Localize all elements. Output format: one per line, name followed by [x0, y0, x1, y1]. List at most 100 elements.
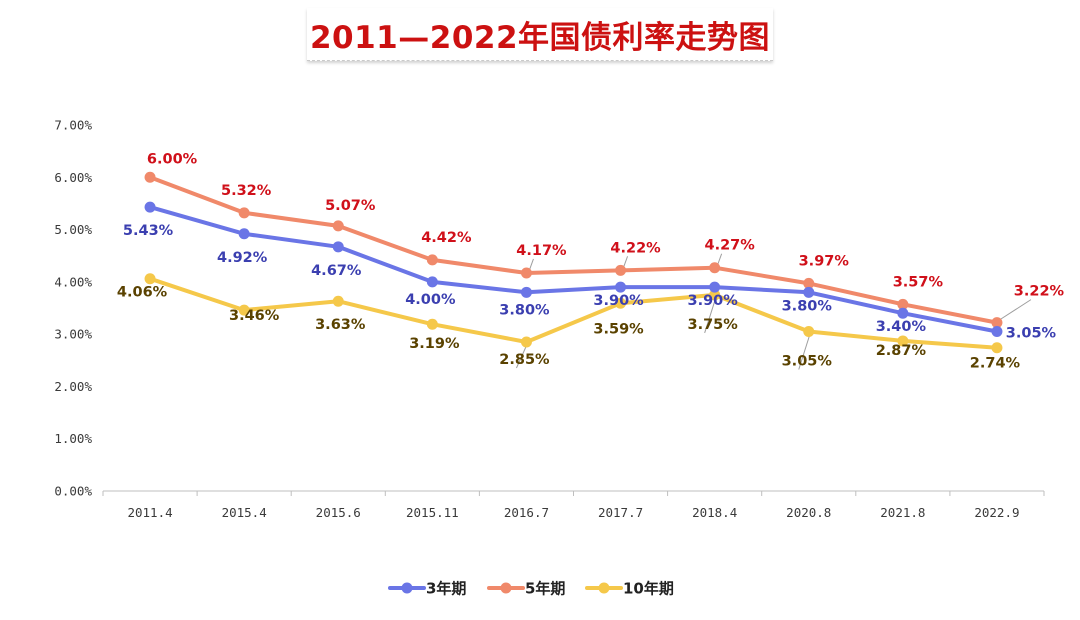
series-line [148, 175, 999, 325]
x-tick-label: 2018.4 [692, 505, 737, 520]
data-point [144, 171, 156, 183]
data-point [520, 267, 532, 279]
data-label: 3.75% [687, 317, 738, 333]
data-point [238, 228, 250, 240]
data-point [991, 326, 1003, 338]
data-point [615, 264, 627, 276]
label-leader-line [999, 299, 1032, 321]
label-leader-line [528, 258, 534, 271]
data-label: 4.42% [421, 230, 472, 246]
data-point [803, 277, 815, 289]
legend-swatch-marker [500, 582, 512, 594]
data-point [144, 273, 156, 285]
y-tick-label: 5.00% [54, 222, 92, 237]
data-label: 4.27% [704, 238, 755, 254]
x-tick-label: 2016.7 [504, 505, 549, 520]
label-leader-line [717, 253, 723, 265]
data-point [332, 220, 344, 232]
y-tick-label: 7.00% [54, 118, 92, 133]
data-point [426, 254, 438, 266]
title-area: 2011—2022年国债利率走势图 [0, 0, 1080, 70]
legend-label: 10年期 [623, 580, 674, 598]
data-label: 4.06% [117, 285, 168, 301]
series-line [148, 276, 999, 350]
data-label: 3.19% [409, 336, 460, 352]
data-label: 4.92% [217, 250, 268, 266]
data-label: 3.97% [799, 253, 850, 269]
data-point [238, 207, 250, 219]
data-point [238, 304, 250, 316]
chart-data-labels: 5.43% 4.92% 4.67% 4.00% 3.80% 3.90% 3.90% 3.80%… [117, 151, 1065, 371]
data-point [897, 298, 909, 310]
data-point [332, 241, 344, 253]
data-label: 5.43% [123, 223, 174, 239]
data-point [332, 295, 344, 307]
data-point [615, 281, 627, 293]
x-tick-label: 2015.11 [406, 505, 459, 520]
x-tick-label: 2015.6 [316, 505, 361, 520]
series-line [148, 205, 999, 334]
data-label: 6.00% [147, 151, 198, 167]
data-point [520, 286, 532, 298]
chart-series-points [144, 171, 1003, 354]
data-point [615, 297, 627, 309]
legend-label: 5年期 [525, 580, 565, 598]
data-label: 3.90% [593, 293, 644, 309]
data-label: 3.40% [876, 319, 927, 335]
label-leader-line [623, 256, 629, 268]
legend-label: 3年期 [426, 580, 466, 598]
data-point [426, 318, 438, 330]
data-point [709, 289, 721, 301]
y-tick-label: 6.00% [54, 170, 92, 185]
data-point [426, 276, 438, 288]
title-banner: 2011—2022年国债利率走势图 [307, 8, 773, 61]
data-label: 2.74% [970, 356, 1021, 372]
data-label: 3.05% [1006, 326, 1057, 342]
data-point [520, 336, 532, 348]
chart-title: 2011—2022年国债利率走势图 [309, 19, 771, 56]
data-label: 3.57% [893, 274, 944, 290]
data-point [897, 335, 909, 347]
data-label: 4.17% [516, 243, 567, 259]
y-tick-label: 2.00% [54, 379, 92, 394]
x-tick-label: 2015.4 [222, 505, 267, 520]
x-tick-label: 2021.8 [880, 505, 925, 520]
data-label: 3.22% [1014, 284, 1065, 300]
data-label: 4.67% [311, 263, 362, 279]
data-point [991, 342, 1003, 354]
x-tick-label: 2022.9 [974, 505, 1019, 520]
y-tick-label: 0.00% [54, 484, 92, 499]
y-tick-label: 4.00% [54, 274, 92, 289]
data-label: 4.00% [405, 292, 456, 308]
data-point [803, 286, 815, 298]
chart-axes: 2011.4 2015.4 2015.6 2015.11 2016.7 2017.7 201… [54, 118, 1045, 520]
data-point [991, 317, 1003, 329]
data-label: 5.32% [221, 183, 272, 199]
data-point [897, 307, 909, 319]
data-label: 3.46% [229, 308, 280, 324]
data-point [803, 326, 815, 338]
data-label: 5.07% [325, 198, 376, 214]
x-tick-label: 2017.7 [598, 505, 643, 520]
x-tick-label: 2011.4 [127, 505, 172, 520]
chart-legend: 3年期 5年期 10年期 [388, 580, 674, 598]
legend-swatch-marker [598, 582, 610, 594]
data-label: 3.63% [315, 317, 366, 333]
data-label: 3.80% [782, 298, 833, 314]
data-label: 2.85% [499, 352, 550, 368]
data-label: 2.87% [876, 343, 927, 359]
data-label: 3.90% [687, 293, 738, 309]
data-label: 3.05% [782, 354, 833, 370]
data-label: 4.22% [610, 240, 661, 256]
y-tick-label: 1.00% [54, 431, 92, 446]
chart-series-lines [148, 175, 999, 350]
data-label: 3.80% [499, 302, 550, 318]
y-tick-label: 3.00% [54, 327, 92, 342]
legend-swatch-marker [401, 582, 413, 594]
data-label: 3.59% [593, 321, 644, 337]
data-point [709, 281, 721, 293]
data-point [709, 262, 721, 274]
data-point [144, 201, 156, 213]
x-tick-label: 2020.8 [786, 505, 831, 520]
